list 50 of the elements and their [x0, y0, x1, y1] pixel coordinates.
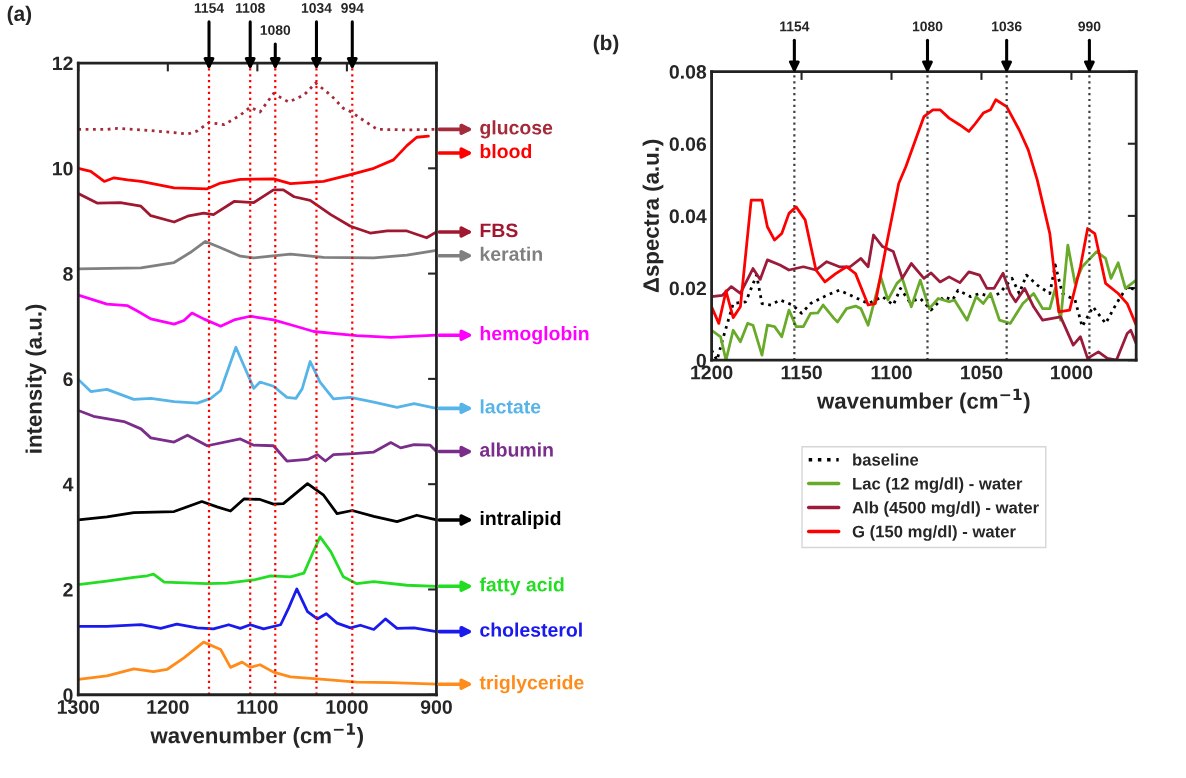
legend-label: hemoglobin: [480, 326, 589, 345]
legend-label: glucose: [480, 120, 553, 139]
y-tick-label: 0.04: [669, 209, 707, 224]
y-tick-label: 12: [53, 56, 73, 71]
ref-line-label: 1034: [301, 3, 332, 13]
ref-line-label: 990: [1078, 21, 1101, 32]
legend-label: cholesterol: [480, 622, 582, 637]
x-tick-label: 1000: [1051, 365, 1093, 380]
x-tick-label: 1100: [237, 700, 278, 714]
legend-label: Lac (12 mg/dl) - water: [853, 477, 1023, 493]
x-axis-title: wavenumber (cm$^{−1}$): [816, 388, 1030, 414]
legend-label: baseline: [853, 453, 919, 466]
chart-title: (a): [7, 5, 32, 26]
x-tick-label: 1200: [147, 700, 189, 714]
legend-label: fatty acid: [479, 577, 564, 596]
y-axis-title: Δspectra (a.u.): [642, 139, 664, 293]
legend-label: G (150 mg/dl) - water: [852, 525, 1016, 541]
y-tick-label: 0.02: [669, 281, 706, 296]
ref-line-label: 1080: [260, 25, 291, 35]
legend-label: triglyceride: [479, 675, 584, 694]
y-tick-label: 8: [63, 267, 73, 281]
chart-title: (b): [593, 34, 619, 55]
x-tick-label: 1300: [57, 700, 100, 714]
x-tick-label: 1050: [961, 365, 1003, 380]
ref-line-label: 1080: [912, 21, 943, 32]
y-tick-label: 0.06: [669, 137, 707, 151]
y-tick-label: 10: [53, 161, 73, 176]
x-axis-title: wavenumber (cm$^{−1}$): [150, 723, 363, 748]
ref-line-label: 1036: [992, 21, 1022, 32]
x-tick-label: 1100: [871, 365, 912, 380]
y-tick-label: 2: [63, 582, 73, 597]
ref-line-label: 1154: [194, 3, 224, 13]
legend-label: lactate: [480, 399, 541, 414]
y-tick-label: 4: [62, 477, 74, 492]
y-tick-label: 0.08: [669, 65, 707, 79]
legend-label: Alb (4500 mg/dl) - water: [852, 501, 1039, 517]
y-tick-label: 6: [63, 372, 73, 387]
x-tick-label: 900: [420, 700, 452, 714]
legend-label: keratin: [480, 246, 542, 261]
x-tick-label: 1000: [326, 700, 368, 714]
legend-label: FBS: [480, 223, 518, 238]
legend-label: albumin: [480, 442, 553, 457]
ref-line-label: 994: [341, 3, 364, 13]
y-axis-title: intensity (a.u.): [25, 304, 47, 453]
legend-label: intralipid: [480, 510, 561, 530]
legend-label: blood: [480, 143, 532, 159]
ref-line-label: 1154: [780, 21, 810, 32]
y-tick-label: 0: [63, 688, 73, 702]
ref-line-label: 1108: [236, 3, 265, 13]
x-tick-label: 1150: [781, 365, 822, 380]
